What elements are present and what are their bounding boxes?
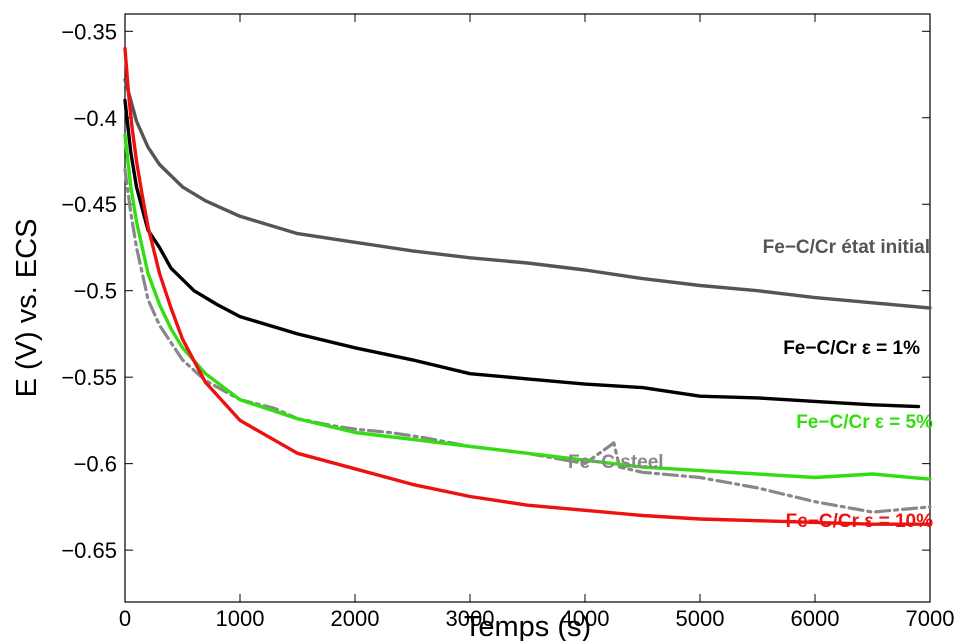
series-label-fe-c-cr-5: Fe−C/Cr ε = 5%	[796, 412, 933, 433]
series-line-fe-c-cr-5	[123, 133, 932, 481]
x-tick-label: 7000	[906, 606, 955, 631]
series-lines	[123, 46, 932, 526]
series-line-fe-c-cr-10	[123, 46, 932, 526]
axis-ticks: 0 1000 2000 3000 4000 5000 6000 7000 −0.35 −0.4 −0…	[61, 14, 954, 631]
x-tick-label: 1000	[216, 606, 265, 631]
y-axis-title: E (V) vs. ECS	[11, 219, 43, 398]
x-tick-label: 5000	[676, 606, 725, 631]
x-tick-label: 4000	[561, 606, 610, 631]
y-tick-label: −0.55	[61, 365, 117, 390]
series-labels: Fe−C/Cr état initial Fe−C/Cr ε = 1% Fe−C/C…	[568, 237, 933, 532]
y-tick-label: −0.5	[74, 279, 117, 304]
series-label-fe-c-steel: Fe−C steel	[568, 452, 664, 473]
series-label-fe-c-cr-tat-initial: Fe−C/Cr état initial	[763, 237, 930, 258]
x-tick-label: 2000	[331, 606, 380, 631]
series-label-fe-c-cr-1: Fe−C/Cr ε = 1%	[783, 338, 920, 359]
y-tick-label: −0.4	[74, 106, 117, 131]
y-tick-label: −0.6	[74, 452, 117, 477]
series-label-fe-c-cr-10: Fe−C/Cr ε = 10%	[786, 511, 933, 532]
x-axis-title: Temps (s)	[464, 611, 591, 641]
y-tick-label: −0.45	[61, 192, 117, 217]
y-tick-label: −0.35	[61, 19, 117, 44]
x-tick-label: 6000	[791, 606, 840, 631]
series-line-fe-c-cr-tat-initial	[123, 78, 932, 310]
x-tick-label: 3000	[446, 606, 495, 631]
x-tick-label: 0	[119, 606, 131, 631]
series-line-fe-c-steel	[123, 168, 932, 514]
y-tick-label: −0.65	[61, 538, 117, 563]
